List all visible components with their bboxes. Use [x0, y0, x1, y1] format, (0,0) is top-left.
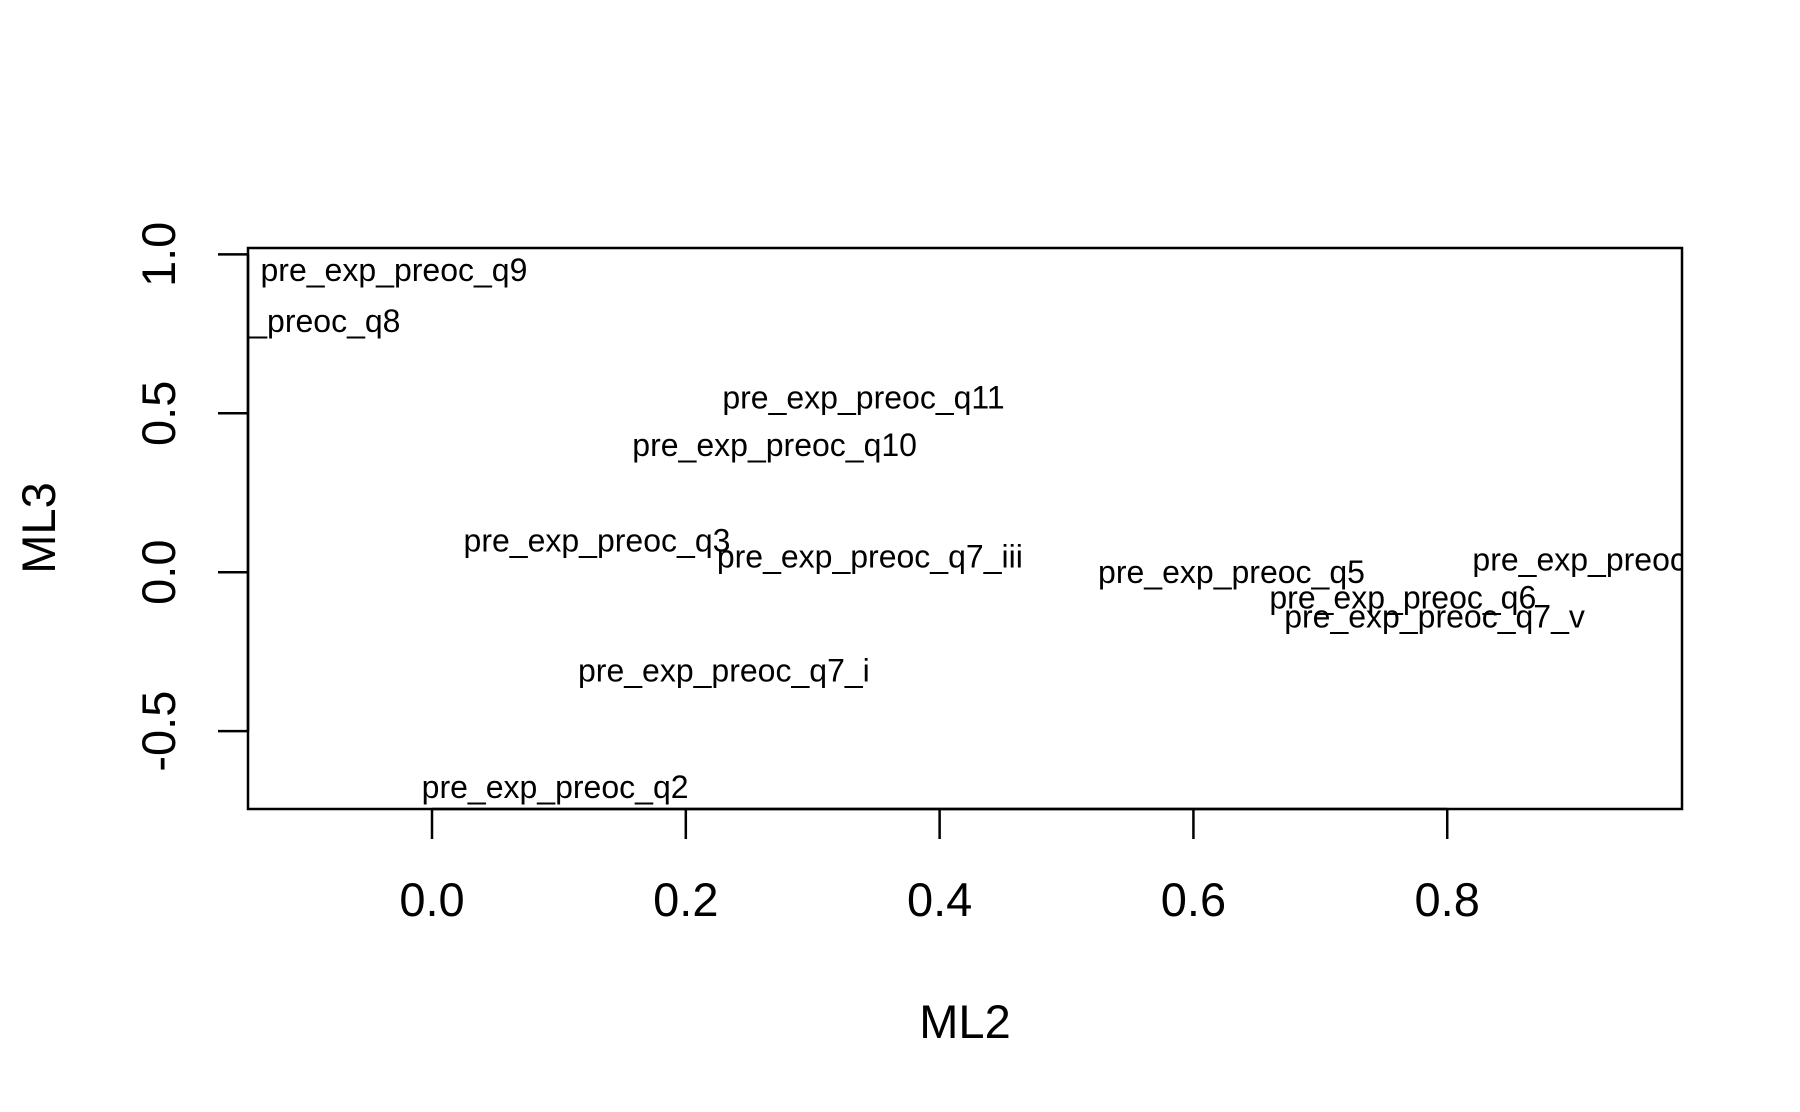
x-tick-label: 0.0 — [399, 873, 464, 926]
x-tick-label: 0.8 — [1415, 873, 1480, 926]
point-label: pre_exp_preoc_q4 — [1472, 541, 1739, 577]
x-axis: 0.0 0.2 0.4 0.6 0.8 — [399, 807, 1480, 926]
point-label: pre_exp_preoc_q2 — [422, 769, 689, 805]
x-tick-label: 0.6 — [1161, 873, 1226, 926]
point-label: pre_exp_preoc_q6 — [1269, 580, 1536, 616]
y-tick-label: 1.0 — [132, 222, 185, 287]
y-tick-label: 0.0 — [132, 540, 185, 605]
y-axis-title: ML3 — [12, 482, 65, 573]
point-label: pre_exp_preoc_q7_v — [1284, 599, 1585, 635]
y-axis: -0.5 0.0 0.5 1.0 — [132, 222, 250, 772]
x-tick-label: 0.4 — [907, 873, 972, 926]
point-label: pre_exp_preoc_q10 — [632, 427, 917, 463]
point-label: pre_exp_preoc_q7_iii — [717, 538, 1023, 574]
point-label: pre_exp_preoc_q7_i — [578, 653, 870, 689]
point-label: pre_exp_preoc_q3 — [464, 522, 731, 558]
x-axis-title: ML2 — [919, 995, 1010, 1048]
point-label: pre_exp_preoc_q5 — [1098, 554, 1365, 590]
point-label: pre_exp_preoc_q9 — [261, 252, 528, 288]
y-tick-label: -0.5 — [132, 691, 185, 772]
point-label: pre_exp_preoc_q11 — [722, 379, 1004, 415]
point-label: pre_exp_preoc_q8 — [134, 303, 401, 339]
y-tick-label: 0.5 — [132, 381, 185, 446]
point-labels: pre_exp_preoc_q9 pre_exp_preoc_q8 pre_exp_… — [134, 252, 1739, 805]
x-tick-label: 0.2 — [653, 873, 718, 926]
